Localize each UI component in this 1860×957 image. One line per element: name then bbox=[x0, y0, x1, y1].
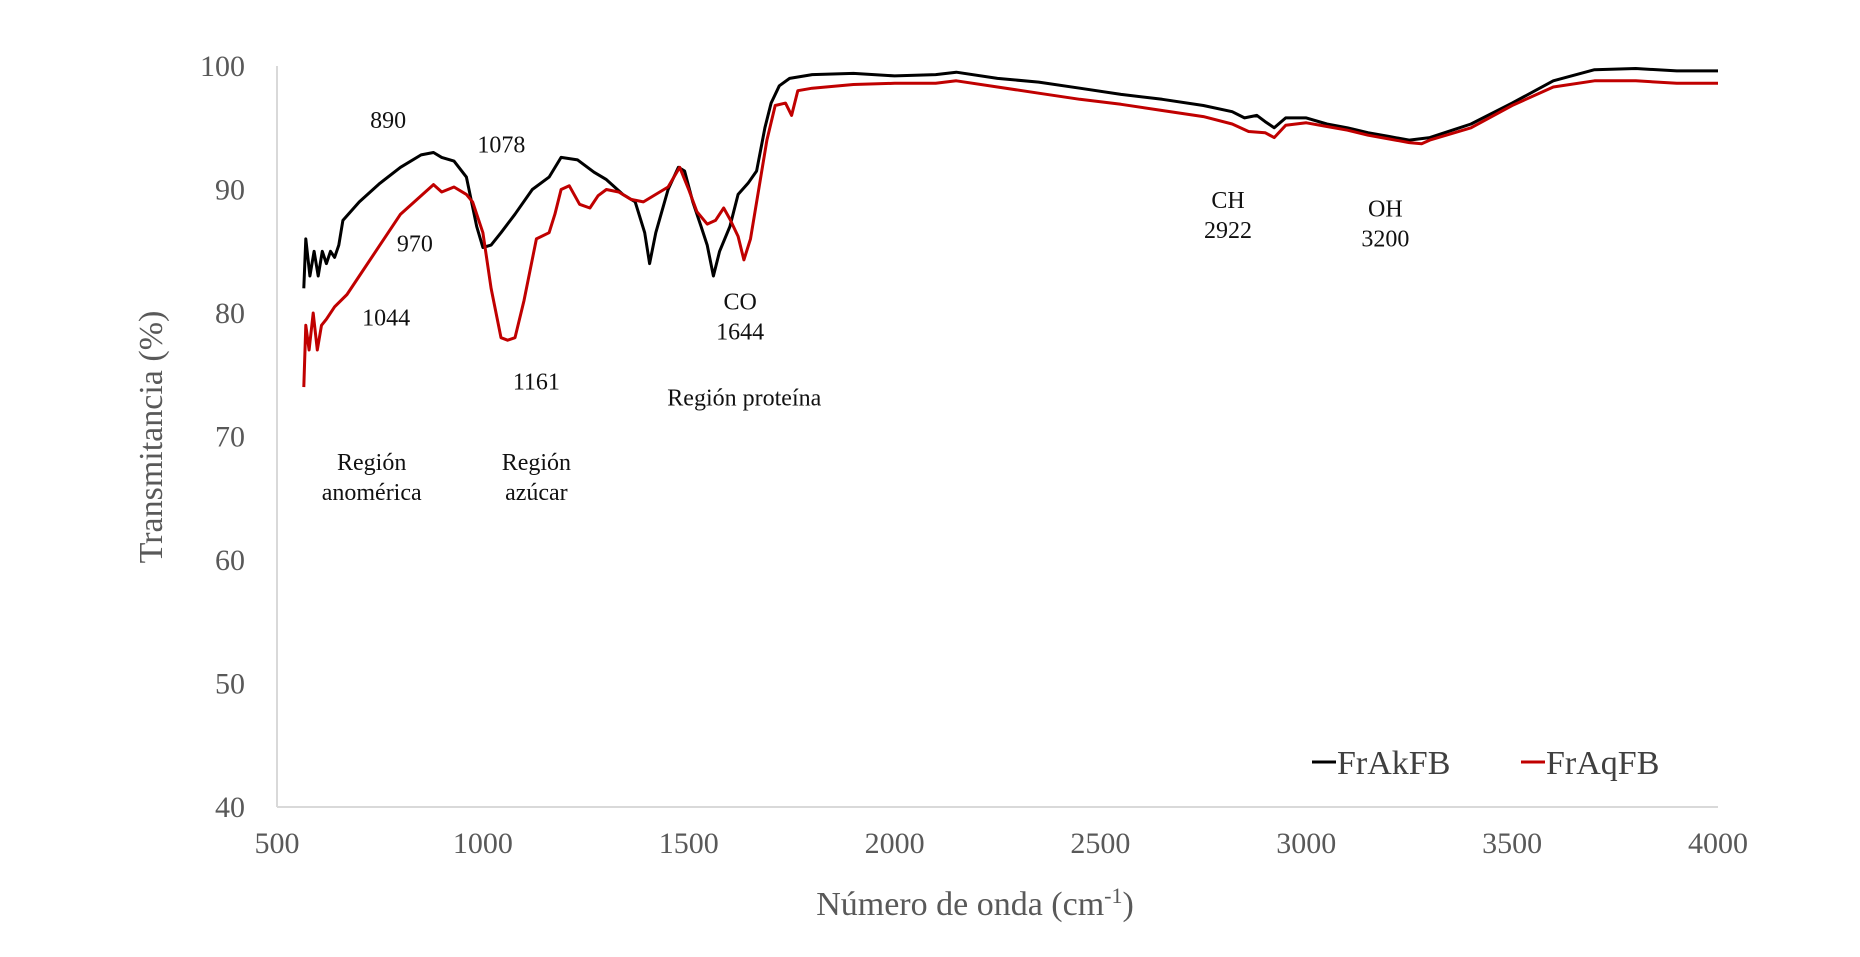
y-tick-label: 80 bbox=[215, 297, 245, 330]
peak-annotation: Región anomérica bbox=[322, 450, 422, 506]
peak-annotation: Región azúcar bbox=[502, 450, 571, 506]
peak-annotation: 1161 bbox=[513, 370, 560, 396]
annotations: 890 970 1044 1078 1161 CO 1644 CH 2922 OH 3200 Regi… bbox=[322, 108, 1410, 506]
legend-label-fraqfb: FrAqFB bbox=[1546, 745, 1659, 782]
x-tick-label: 1500 bbox=[659, 827, 719, 860]
legend-label-frakfb: FrAkFB bbox=[1337, 745, 1450, 782]
peak-annotation: CO 1644 bbox=[716, 289, 764, 345]
y-axis-ticks: 40 50 60 70 80 90 100 bbox=[200, 50, 245, 824]
peak-annotation: 1044 bbox=[362, 305, 410, 331]
x-tick-label: 2500 bbox=[1070, 827, 1130, 860]
x-tick-label: 1000 bbox=[453, 827, 513, 860]
peak-annotation: Región proteína bbox=[667, 386, 821, 412]
x-tick-label: 3000 bbox=[1276, 827, 1336, 860]
peak-annotation: CH 2922 bbox=[1204, 188, 1252, 244]
peak-annotation: 890 bbox=[370, 108, 406, 134]
x-tick-label: 500 bbox=[255, 827, 300, 860]
x-tick-label: 2000 bbox=[865, 827, 925, 860]
y-tick-label: 60 bbox=[215, 544, 245, 577]
x-tick-label: 3500 bbox=[1482, 827, 1542, 860]
y-tick-label: 50 bbox=[215, 668, 245, 701]
x-axis-ticks: 500 1000 1500 2000 2500 3000 3500 4000 bbox=[255, 827, 1749, 860]
y-axis-title: Transmitancia (%) bbox=[133, 311, 170, 564]
peak-annotation: 1078 bbox=[477, 132, 525, 158]
y-tick-label: 70 bbox=[215, 421, 245, 454]
peak-annotation: OH 3200 bbox=[1361, 197, 1409, 253]
y-tick-label: 40 bbox=[215, 791, 245, 824]
y-tick-label: 100 bbox=[200, 50, 245, 83]
peak-annotation: 970 bbox=[397, 231, 433, 257]
x-tick-label: 4000 bbox=[1688, 827, 1748, 860]
y-tick-label: 90 bbox=[215, 174, 245, 207]
series-group bbox=[302, 67, 1718, 388]
x-axis-title: Número de onda (cm-1) bbox=[816, 883, 1134, 923]
series-line-fraqfb bbox=[302, 79, 1718, 388]
legend: FrAkFB FrAqFB bbox=[1312, 745, 1659, 782]
series-line-frakfb bbox=[302, 67, 1718, 289]
